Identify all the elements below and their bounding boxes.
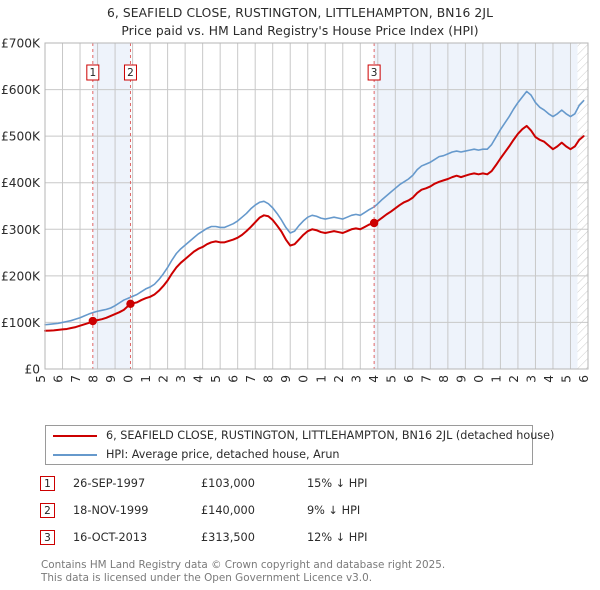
projection-hatch-band <box>577 43 588 369</box>
sale-index-badge: 2 <box>40 503 55 518</box>
page-title: 6, SEAFIELD CLOSE, RUSTINGTON, LITTLEHAM… <box>0 4 600 40</box>
x-axis-tick-label: 2005 <box>209 375 223 383</box>
x-axis-tick-label: 2018 <box>437 375 451 383</box>
y-axis-tick-label: £200K <box>1 269 41 283</box>
footer-attribution: Contains HM Land Registry data © Crown c… <box>41 559 571 584</box>
title-line-subtitle: Price paid vs. HM Land Registry's House … <box>121 24 479 38</box>
x-axis-tick-label: 2006 <box>227 375 241 383</box>
x-axis-tick-label: 2002 <box>157 375 171 383</box>
sale-index-badge: 1 <box>40 476 55 491</box>
y-axis-tick-label: £600K <box>1 83 41 97</box>
x-axis-tick-label: 2003 <box>174 375 188 383</box>
x-axis-tick-label: 2017 <box>419 375 433 383</box>
legend-item-property: 6, SEAFIELD CLOSE, RUSTINGTON, LITTLEHAM… <box>46 426 554 445</box>
x-axis-tick-label: 2019 <box>454 375 468 383</box>
y-axis-tick-label: £300K <box>1 223 41 237</box>
x-axis-tick-label: 1999 <box>104 375 118 383</box>
x-axis-tick-label: 2024 <box>542 375 556 383</box>
x-axis-tick-label: 1998 <box>87 375 101 383</box>
sale-hpi-delta: 12% ↓ HPI <box>307 531 368 544</box>
x-axis-tick-label: 1995 <box>34 375 48 383</box>
sale-point-3[interactable] <box>369 218 379 228</box>
sale-price: £103,000 <box>201 477 255 490</box>
x-axis-tick-label: 2011 <box>314 375 328 383</box>
x-axis-tick-label: 2010 <box>297 375 311 383</box>
legend-line-red-icon <box>53 434 97 437</box>
legend-label-hpi: HPI: Average price, detached house, Arun <box>106 448 340 461</box>
x-axis-tick-label: 2008 <box>262 375 276 383</box>
y-axis-tick-label: £100K <box>1 316 41 330</box>
x-axis-tick-label: 2025 <box>559 375 573 383</box>
x-axis-tick-label: 2014 <box>367 375 381 383</box>
x-axis-tick-label: 2004 <box>192 375 206 383</box>
x-axis-tick-label: 2001 <box>139 375 153 383</box>
plot-border <box>44 42 589 370</box>
price-history-chart: £0 £100K £200K £300K £400K £500K £600K £700K 199… <box>1 38 591 383</box>
sale-price: £140,000 <box>201 504 255 517</box>
x-axis-tick-label: 2016 <box>402 375 416 383</box>
y-axis-tick-label: £0 <box>24 363 40 377</box>
x-axis-tick-label: 2013 <box>349 375 363 383</box>
y-axis-tick-label: £700K <box>1 38 41 51</box>
sale-date: 16-OCT-2013 <box>73 531 148 544</box>
table-row: 2 18-NOV-1999 £140,000 9% ↓ HPI <box>40 497 560 524</box>
table-row: 1 26-SEP-1997 £103,000 15% ↓ HPI <box>40 470 560 497</box>
x-axis-tick-label: 2009 <box>279 375 293 383</box>
x-axis-tick-label: 2022 <box>507 375 521 383</box>
sale-hpi-delta: 9% ↓ HPI <box>307 504 361 517</box>
sale-marker-number-2: 2 <box>127 67 134 79</box>
sale-marker-number-3: 3 <box>371 67 378 79</box>
footer-licence: This data is licensed under the Open Gov… <box>41 571 373 584</box>
y-axis-tick-label: £500K <box>1 130 41 144</box>
sale-price: £313,500 <box>201 531 255 544</box>
footer-copyright: Contains HM Land Registry data © Crown c… <box>41 559 446 571</box>
series-line-property <box>44 124 585 332</box>
sale-marker-box-2[interactable] <box>123 64 137 81</box>
x-axis-tick-label: 2007 <box>244 375 258 383</box>
x-axis-tick-label: 2026 <box>577 375 591 383</box>
legend-label-property: 6, SEAFIELD CLOSE, RUSTINGTON, LITTLEHAM… <box>106 429 555 442</box>
title-line-address: 6, SEAFIELD CLOSE, RUSTINGTON, LITTLEHAM… <box>106 6 494 20</box>
sale-index-badge: 3 <box>40 530 55 545</box>
x-axis-tick-label: 2020 <box>472 375 486 383</box>
x-axis-tick-label: 2012 <box>332 375 346 383</box>
chart-legend: 6, SEAFIELD CLOSE, RUSTINGTON, LITTLEHAM… <box>45 425 554 465</box>
sale-marker-box-1[interactable] <box>86 64 100 81</box>
series-line-hpi <box>44 90 585 326</box>
shaded-band-2 <box>374 43 588 369</box>
legend-line-blue-icon <box>53 453 97 456</box>
x-axis-tick-label: 2023 <box>524 375 538 383</box>
sale-point-2[interactable] <box>126 299 135 308</box>
sale-date: 18-NOV-1999 <box>73 504 149 517</box>
sale-marker-box-3[interactable] <box>367 64 381 81</box>
x-axis-tick-label: 1997 <box>69 375 83 383</box>
sale-point-1[interactable] <box>88 316 98 326</box>
x-axis-tick-label: 2000 <box>122 375 136 383</box>
sale-hpi-delta: 15% ↓ HPI <box>307 477 368 490</box>
x-axis-tick-label: 2021 <box>489 375 503 383</box>
y-axis-tick-label: £400K <box>1 176 41 190</box>
legend-item-hpi: HPI: Average price, detached house, Arun <box>46 445 532 464</box>
sale-date: 26-SEP-1997 <box>73 477 146 490</box>
chart-area: £0 £100K £200K £300K £400K £500K £600K £700K 199… <box>0 38 600 383</box>
table-row: 3 16-OCT-2013 £313,500 12% ↓ HPI <box>40 524 560 551</box>
x-axis-tick-label: 1996 <box>52 375 66 383</box>
sales-history-table: 1 26-SEP-1997 £103,000 15% ↓ HPI 2 18-NO… <box>40 470 560 551</box>
x-axis-tick-label: 2015 <box>384 375 398 383</box>
sale-marker-number-1: 1 <box>89 67 96 79</box>
